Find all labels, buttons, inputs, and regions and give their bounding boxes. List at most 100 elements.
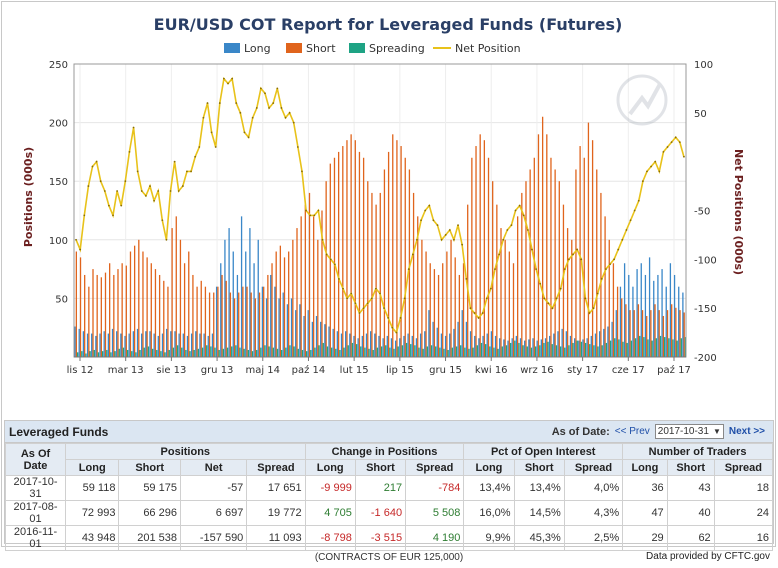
bar-short (133, 245, 136, 357)
net-position-point (395, 331, 398, 334)
table-cell: 11 093 (246, 525, 306, 551)
bar-short (275, 251, 277, 357)
chart-svg: EUR/USD COT Report for Leveraged Funds (… (22, 15, 745, 376)
next-link[interactable]: Next >> (728, 426, 765, 437)
bar-long (340, 333, 343, 357)
bar-spreading (247, 349, 249, 357)
bar-long (228, 228, 230, 357)
net-position-point (218, 102, 221, 104)
net-position-point (190, 170, 192, 173)
bar-long (349, 333, 351, 357)
table-cell: 29 (622, 525, 668, 551)
bar-short (500, 228, 502, 357)
net-position-point (99, 180, 102, 183)
bar-spreading (547, 341, 549, 357)
column-header: Spread (246, 459, 306, 476)
net-position-point (103, 190, 106, 192)
net-position-point (436, 224, 439, 227)
bar-short (683, 312, 685, 357)
table-cell: 47 (622, 500, 668, 526)
bar-short (358, 151, 361, 357)
table-cell: -57 (179, 475, 248, 501)
bar-short (308, 192, 311, 357)
bar-spreading (151, 348, 154, 357)
bar-spreading (343, 347, 345, 357)
net-position-point (379, 292, 381, 295)
bar-short (433, 269, 436, 357)
x-tick-label: lis 12 (67, 365, 94, 376)
bar-long (103, 331, 105, 357)
bar-short (554, 169, 556, 357)
date-select[interactable]: 2017-10-31 ▼ (654, 424, 724, 439)
table-cell: 4,3% (563, 500, 624, 526)
net-position-point (259, 87, 262, 90)
table-cell: 72 993 (64, 500, 120, 526)
bar-short (517, 216, 519, 357)
bar-short (429, 263, 431, 357)
bar-long (91, 333, 93, 357)
bar-spreading (81, 351, 83, 357)
table-cell: -3 515 (354, 525, 407, 551)
bar-short (304, 204, 306, 357)
bar-spreading (147, 346, 150, 357)
bar-short (387, 151, 390, 357)
bar-long (99, 333, 101, 357)
bar-spreading (360, 346, 362, 357)
net-position-point (551, 307, 554, 310)
y-tick-label: 100 (49, 236, 68, 247)
table-cell: 16,0% (463, 500, 515, 526)
net-position-point (264, 92, 266, 95)
bar-spreading (114, 351, 116, 357)
bar-long (536, 340, 538, 357)
data-credit: Data provided by CFTC.gov (646, 551, 770, 562)
bar-spreading (539, 345, 541, 357)
bar-short (342, 146, 344, 357)
bar-spreading (410, 344, 412, 357)
bar-short (109, 263, 111, 357)
bar-spreading (122, 347, 125, 357)
bar-spreading (505, 345, 508, 357)
prev-link[interactable]: << Prev (614, 426, 650, 437)
bar-spreading (106, 349, 108, 357)
bar-long (657, 274, 659, 357)
column-header: Long (622, 459, 668, 476)
bar-short (371, 192, 373, 357)
bar-long (190, 333, 193, 357)
column-header: Short (513, 459, 565, 476)
bar-long (153, 333, 155, 357)
bar-long (607, 326, 609, 357)
net-position-point (514, 209, 517, 212)
bar-short (508, 251, 510, 357)
bar-long (515, 335, 518, 357)
x-tick-label: cze 17 (612, 365, 645, 376)
bar-spreading (480, 342, 483, 357)
bar-long (511, 338, 513, 357)
bar-long (519, 338, 522, 357)
bar-spreading (472, 347, 474, 357)
bar-short (138, 239, 140, 357)
net-position-point (629, 219, 632, 222)
table-cell: 13,4% (463, 475, 515, 501)
net-position-point (79, 248, 82, 251)
column-header: Long (463, 459, 515, 476)
bar-long (182, 333, 184, 357)
bar-long (673, 274, 676, 357)
bar-short (325, 181, 327, 357)
bar-long (253, 263, 255, 357)
net-position-point (420, 219, 422, 222)
bar-spreading (276, 348, 279, 357)
bar-long (623, 263, 626, 357)
bar-long (390, 338, 393, 357)
bar-short (329, 163, 331, 357)
bar-short (183, 263, 186, 357)
table-row: 2016-11-01 43 948 201 538 -157 590 11 093 -8 … (5, 525, 774, 551)
table-cell: 40 (666, 500, 715, 526)
bar-long (174, 331, 176, 357)
selected-date: 2017-10-31 (657, 426, 709, 437)
net-position-point (563, 268, 566, 270)
bar-spreading (426, 346, 429, 357)
bar-short (238, 292, 240, 357)
x-tick-label: mar 13 (108, 365, 144, 376)
bar-short (233, 298, 236, 357)
bar-long (461, 310, 463, 357)
